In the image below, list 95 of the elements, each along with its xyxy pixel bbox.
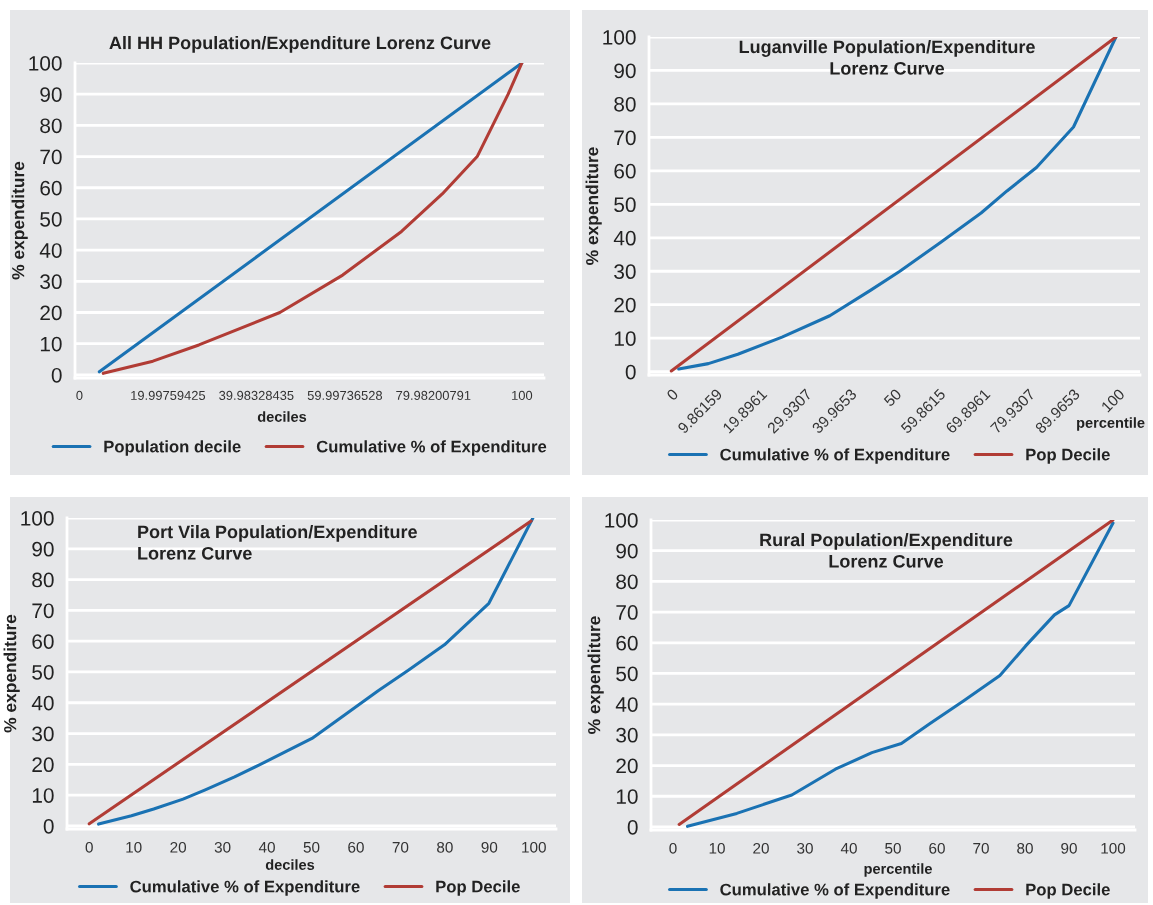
x-tick-label: 90 bbox=[1061, 842, 1077, 854]
y-tick-label: 50 bbox=[40, 211, 62, 227]
y-tick-label: 20 bbox=[616, 758, 638, 774]
x-tick-label: 0 bbox=[85, 841, 93, 853]
x-tick-label: 30 bbox=[797, 842, 813, 854]
y-tick-label: 40 bbox=[39, 243, 62, 258]
y-tick-label: 100 bbox=[21, 511, 54, 526]
text: Rural Population/Expenditure Lorenz Curve bbox=[760, 533, 1013, 568]
y-tick-label: 0 bbox=[43, 818, 54, 834]
y-tick-label: 10 bbox=[616, 789, 638, 804]
legend-label: Cumulative % of Expenditure bbox=[720, 883, 950, 899]
x-tick-label: 10 bbox=[709, 842, 725, 854]
x-tick-label: 100 bbox=[512, 390, 533, 400]
y-tick-label: 80 bbox=[616, 574, 638, 590]
y-tick-label: 60 bbox=[616, 635, 638, 651]
y-tick-label: 100 bbox=[605, 513, 638, 528]
y-tick-label: 70 bbox=[32, 603, 54, 619]
y-tick-label: 10 bbox=[32, 788, 54, 803]
y-tick-label: 10 bbox=[40, 336, 62, 352]
y-tick-label: 60 bbox=[32, 634, 54, 649]
y-tick-label: 100 bbox=[603, 30, 636, 45]
x-tick-label: 50 bbox=[885, 842, 901, 854]
legend-label: Cumulative % of Expenditure bbox=[316, 440, 547, 456]
y-tick-label: 0 bbox=[51, 367, 62, 383]
y-axis-title: % expenditure bbox=[587, 616, 604, 734]
x-tick-label: 79.98200791 bbox=[396, 390, 471, 400]
x-tick-label: 90 bbox=[481, 841, 498, 853]
y-tick-label: 20 bbox=[614, 297, 636, 313]
x-tick-label: 20 bbox=[170, 841, 187, 853]
y-tick-label: 30 bbox=[616, 727, 638, 743]
legend-label: Cumulative % of Expenditure bbox=[720, 448, 950, 464]
x-tick-label: 0 bbox=[669, 842, 677, 854]
y-tick-label: 70 bbox=[614, 130, 636, 146]
y-axis-title: % expenditure bbox=[11, 161, 28, 280]
y-tick-label: 30 bbox=[40, 274, 62, 290]
legend-label: Pop Decile bbox=[1026, 448, 1110, 464]
x-tick-label: 59.99736528 bbox=[307, 390, 383, 400]
y-tick-label: 50 bbox=[32, 664, 54, 680]
x-tick-label: 60 bbox=[929, 842, 945, 854]
y-tick-label: 30 bbox=[32, 726, 54, 742]
x-tick-label: 70 bbox=[973, 842, 989, 854]
y-tick-label: 10 bbox=[614, 331, 636, 346]
y-tick-label: 50 bbox=[616, 666, 638, 682]
legend-label: Population decile bbox=[104, 440, 241, 456]
y-tick-label: 80 bbox=[614, 96, 636, 112]
y-axis-title: % expenditure bbox=[3, 614, 20, 733]
y-tick-label: 60 bbox=[40, 180, 62, 196]
text: Luganville Population/Expenditure Lorenz Curve bbox=[739, 40, 1035, 75]
x-tick-label: 30 bbox=[214, 841, 231, 853]
x-tick-label: 50 bbox=[303, 841, 320, 853]
x-axis-title: deciles bbox=[257, 411, 307, 422]
x-tick-label: 80 bbox=[1017, 842, 1033, 854]
x-tick-label: 80 bbox=[437, 841, 453, 853]
y-tick-label: 40 bbox=[615, 697, 638, 712]
y-tick-label: 90 bbox=[614, 63, 636, 79]
y-tick-label: 20 bbox=[32, 757, 54, 773]
chart-title: All HH Population/Expenditure Lorenz Curve bbox=[109, 36, 491, 53]
x-tick-label: 100 bbox=[1101, 842, 1126, 854]
x-axis-title: deciles bbox=[265, 859, 315, 870]
x-axis-title: percentile bbox=[864, 863, 932, 877]
x-tick-label: 0 bbox=[666, 388, 679, 402]
legend-label: Cumulative % of Expenditure bbox=[130, 880, 360, 896]
x-tick-label: 20 bbox=[753, 842, 769, 854]
x-tick-label: 70 bbox=[392, 841, 409, 853]
x-tick-label: 39.98328435 bbox=[219, 390, 294, 400]
y-tick-label: 40 bbox=[31, 695, 54, 711]
y-tick-label: 40 bbox=[613, 230, 636, 246]
y-tick-label: 50 bbox=[614, 197, 636, 213]
y-tick-label: 80 bbox=[32, 572, 54, 588]
y-tick-label: 90 bbox=[32, 541, 54, 557]
legend-label: Pop Decile bbox=[436, 880, 520, 896]
x-tick-label: 19.99759425 bbox=[131, 390, 206, 400]
y-tick-label: 90 bbox=[40, 87, 62, 102]
x-axis-title: percentile bbox=[1077, 417, 1145, 431]
x-tick-label: 50 bbox=[883, 388, 903, 408]
x-tick-label: 40 bbox=[258, 841, 275, 853]
y-tick-label: 30 bbox=[614, 264, 636, 280]
x-tick-label: 10 bbox=[126, 841, 142, 853]
y-tick-label: 0 bbox=[627, 819, 638, 835]
x-tick-label: 60 bbox=[348, 841, 364, 853]
y-tick-label: 20 bbox=[40, 305, 62, 321]
y-axis-title: % expenditure bbox=[585, 147, 602, 265]
y-tick-label: 0 bbox=[625, 364, 636, 380]
x-tick-label: 0 bbox=[76, 390, 83, 400]
y-tick-label: 100 bbox=[29, 56, 62, 71]
x-tick-label: 100 bbox=[1100, 388, 1126, 413]
x-tick-label: 100 bbox=[522, 841, 546, 853]
y-tick-label: 70 bbox=[616, 605, 638, 620]
y-tick-label: 90 bbox=[616, 543, 638, 559]
y-tick-label: 60 bbox=[614, 163, 636, 179]
y-tick-label: 80 bbox=[40, 118, 62, 134]
x-tick-label: 40 bbox=[840, 842, 857, 854]
text: Port Vila Population/Expenditure Lorenz Curve bbox=[138, 525, 417, 560]
legend-label: Pop Decile bbox=[1026, 883, 1110, 899]
y-tick-label: 70 bbox=[40, 149, 62, 165]
